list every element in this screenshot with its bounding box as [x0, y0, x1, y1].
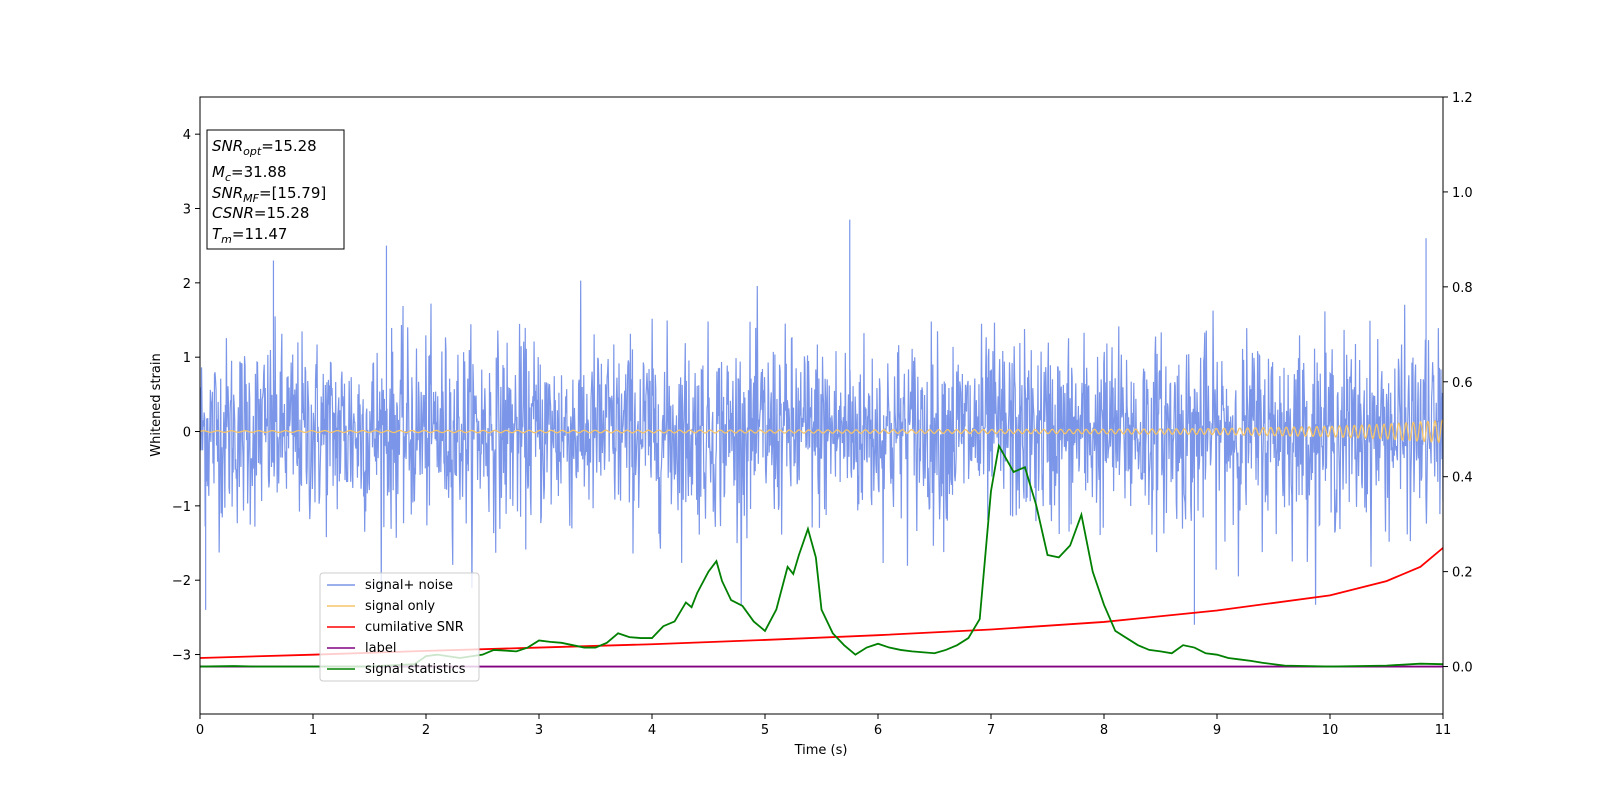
x-tick-label: 11: [1435, 723, 1452, 738]
info-tm: Tm=11.47: [212, 225, 287, 246]
plot-frame: [199, 96, 1444, 715]
y-axis-label: Whitened strain: [149, 353, 164, 456]
x-tick-label: 7: [987, 723, 995, 738]
series-signal-statistics: [200, 443, 1443, 668]
legend-label-signal-noise: signal+ noise: [365, 578, 453, 593]
info-mc: Mc=31.88: [212, 163, 287, 184]
y2-tick-label: 1.2: [1452, 91, 1473, 106]
y2-tick-label: 1.0: [1452, 186, 1473, 201]
legend-label-label: label: [365, 641, 396, 656]
legend-label-cumulative-snr: cumilative SNR: [365, 620, 464, 635]
y2-tick-label: 0.2: [1452, 566, 1473, 581]
series-signal-only: [200, 419, 1443, 444]
x-axis-label: Time (s): [794, 743, 848, 758]
info-snr-opt: SNRopt=15.28: [212, 137, 317, 158]
y-tick-label: 2: [183, 277, 191, 292]
y-tick-label: 3: [183, 203, 191, 218]
y-tick-label: 4: [183, 128, 191, 143]
legend-frame: [319, 572, 480, 682]
y2-tick-label: 0.8: [1452, 281, 1473, 296]
x-tick-label: 4: [648, 723, 656, 738]
x-tick-label: 8: [1100, 723, 1108, 738]
x-tick-label: 0: [196, 723, 204, 738]
x-tick-label: 5: [761, 723, 769, 738]
legend-label-signal-statistics: signal statistics: [365, 662, 466, 677]
x-tick-label: 3: [535, 723, 543, 738]
x-tick-label: 9: [1213, 723, 1221, 738]
x-tick-label: 6: [874, 723, 882, 738]
info-csnr: CSNR=15.28: [212, 204, 309, 222]
info-box: SNRopt=15.28 Mc=31.88 SNRMF=[15.79] CSNR…: [206, 129, 345, 250]
info-box-frame: [206, 129, 345, 250]
y2-tick-label: 0.0: [1452, 661, 1473, 676]
y-tick-label: −3: [172, 649, 191, 664]
y2-tick-label: 0.4: [1452, 471, 1473, 486]
y2-tick-label: 0.6: [1452, 376, 1473, 391]
legend: signal+ noise signal only cumilative SNR…: [319, 572, 480, 682]
y-tick-label: 1: [183, 351, 191, 366]
y-tick-label: −1: [172, 500, 191, 515]
x-tick-label: 1: [309, 723, 317, 738]
y-tick-label: −2: [172, 574, 191, 589]
x-tick-label: 10: [1322, 723, 1339, 738]
axes-layer: 0 1 2 3 4 5 6 7 8 9 10 11 −3 −2 −1 0 1 2 3 4 0.0 0.2 0.4 0.6 0.8…: [172, 91, 1473, 738]
x-tick-label: 2: [422, 723, 430, 738]
series-signal-noise: [200, 219, 1443, 625]
legend-label-signal-only: signal only: [365, 599, 435, 614]
y-tick-label: 0: [183, 426, 191, 441]
info-snr-mf: SNRMF=[15.79]: [212, 184, 326, 205]
